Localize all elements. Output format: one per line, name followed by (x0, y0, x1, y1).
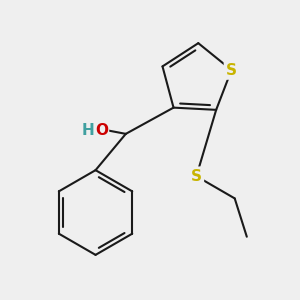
Text: S: S (226, 62, 237, 77)
Text: H: H (82, 123, 94, 138)
Text: O: O (95, 123, 109, 138)
Text: S: S (191, 169, 202, 184)
